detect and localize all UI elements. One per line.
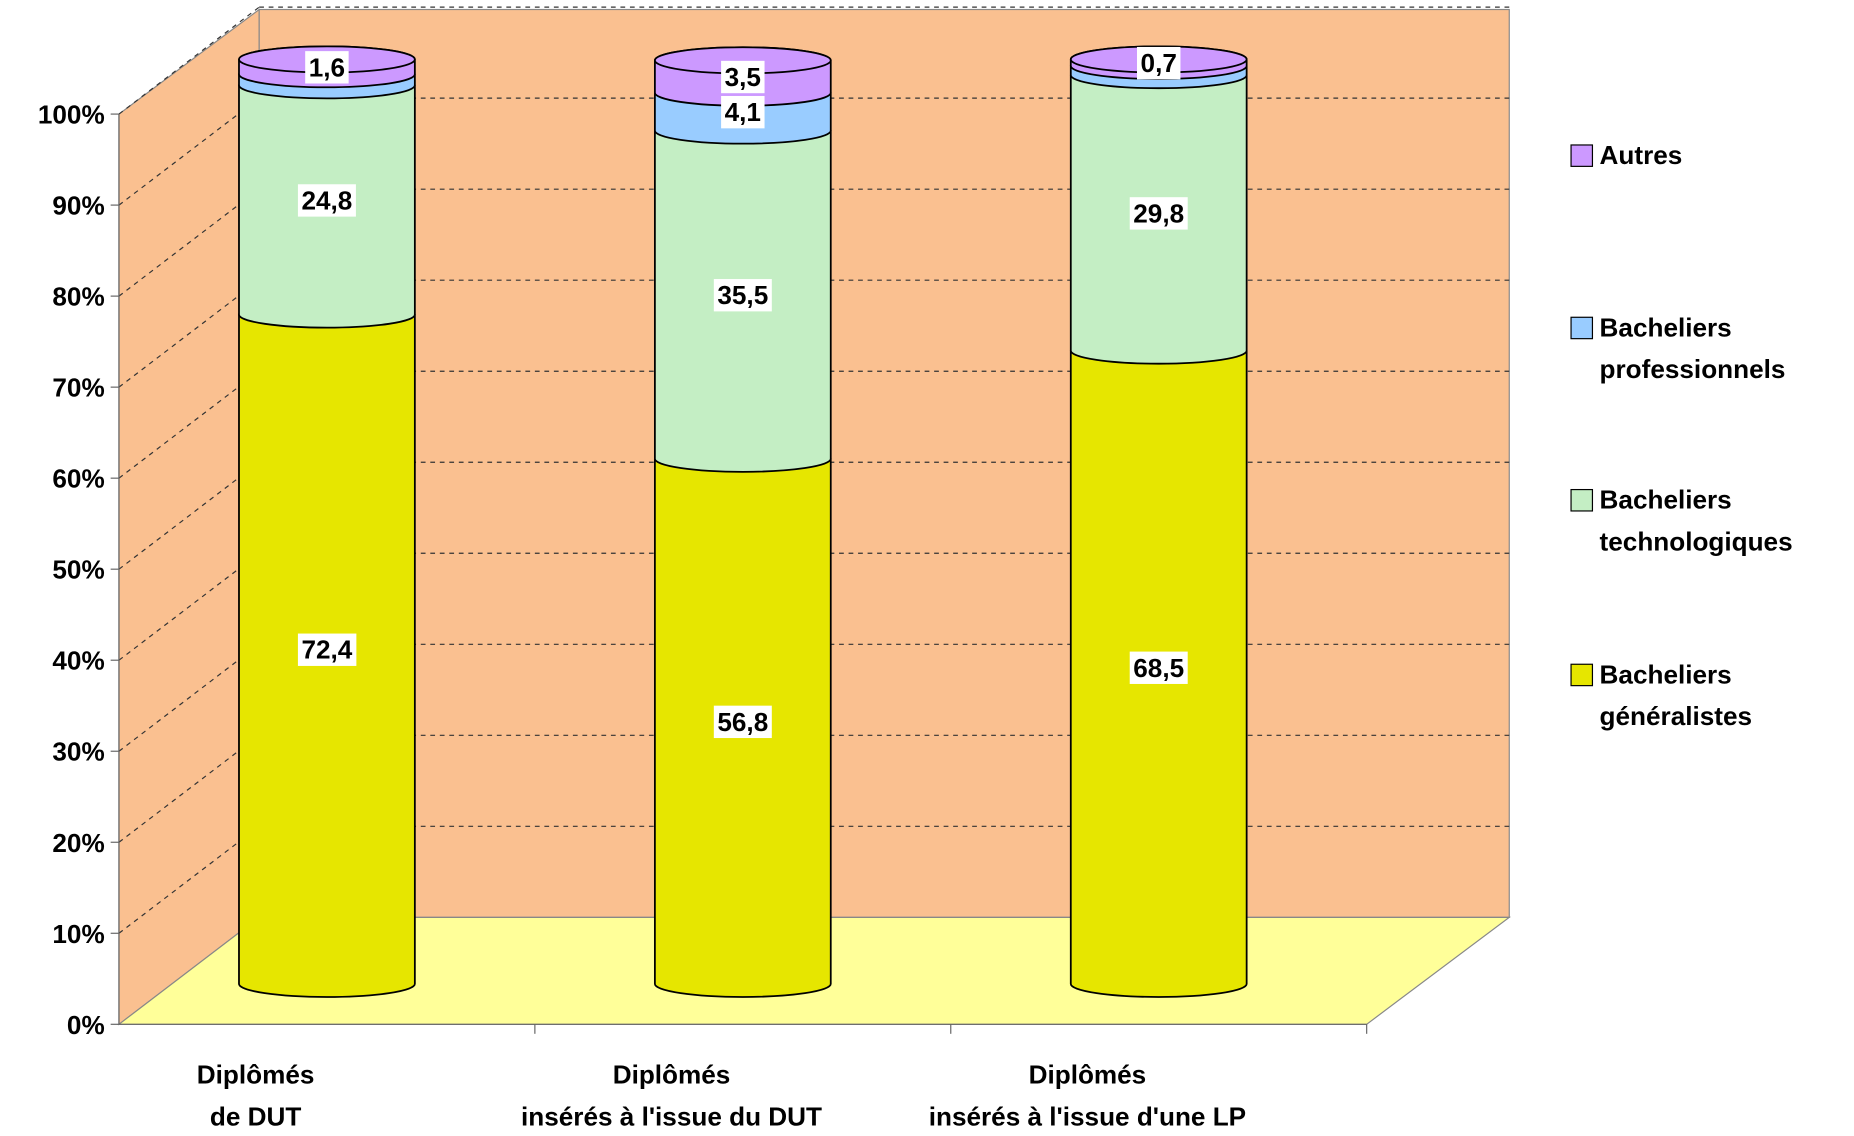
data-label: 56,8 bbox=[717, 707, 768, 737]
data-label-bg bbox=[713, 705, 772, 739]
back-wall bbox=[258, 8, 1510, 918]
data-label: 24,8 bbox=[301, 185, 352, 215]
legend-label: Autres bbox=[1600, 140, 1683, 170]
y-tick-label: 90% bbox=[52, 191, 104, 221]
data-label-bg bbox=[1129, 197, 1188, 230]
data-label-bg bbox=[721, 60, 765, 94]
x-tick-label: Diplômés insérés à l'issue du DUT bbox=[521, 1060, 822, 1132]
y-tick-label: 80% bbox=[52, 282, 104, 312]
data-label-bg bbox=[713, 279, 772, 312]
x-tick-label: Diplômés insérés à l'issue d'une LP bbox=[929, 1060, 1246, 1132]
x-tick-label: Diplômés de DUT bbox=[197, 1060, 315, 1132]
data-label: 0,7 bbox=[1141, 48, 1177, 78]
legend-swatch bbox=[1570, 488, 1594, 512]
grid-line bbox=[118, 461, 260, 570]
data-label: 1,6 bbox=[309, 52, 345, 82]
y-tick-label: 50% bbox=[52, 555, 104, 585]
y-tick-label: 20% bbox=[52, 828, 104, 858]
data-label: 68,5 bbox=[1133, 653, 1184, 683]
data-label: 35,5 bbox=[717, 280, 768, 310]
y-tick-label: 10% bbox=[52, 919, 104, 949]
data-label-bg bbox=[297, 633, 357, 666]
data-label-bg bbox=[305, 51, 349, 84]
legend-swatch bbox=[1570, 663, 1594, 687]
grid-line bbox=[118, 97, 260, 206]
data-label-bg bbox=[1136, 46, 1181, 80]
data-label: 29,8 bbox=[1133, 198, 1184, 228]
data-label: 3,5 bbox=[725, 62, 761, 92]
legend-label: Bacheliers technologiques bbox=[1600, 485, 1793, 557]
y-tick-label: 70% bbox=[52, 373, 104, 403]
data-label-bg bbox=[1129, 651, 1188, 684]
data-label-bg bbox=[721, 95, 765, 129]
y-tick-label: 100% bbox=[38, 100, 105, 130]
data-label-bg bbox=[297, 184, 356, 217]
data-label: 4,1 bbox=[725, 97, 761, 127]
data-label: 72,4 bbox=[301, 635, 352, 665]
legend-swatch bbox=[1570, 316, 1594, 340]
legend-label: Bacheliers généralistes bbox=[1600, 659, 1752, 731]
y-tick-label: 60% bbox=[52, 464, 104, 494]
y-tick-label: 0% bbox=[67, 1010, 105, 1040]
grid-line bbox=[118, 370, 260, 479]
y-tick-label: 40% bbox=[52, 646, 104, 676]
grid-line bbox=[118, 552, 260, 661]
grid-line bbox=[118, 825, 260, 934]
legend-swatch bbox=[1570, 144, 1594, 167]
grid-line bbox=[118, 188, 260, 297]
grid-line bbox=[118, 279, 260, 388]
grid-line bbox=[118, 6, 260, 115]
y-tick-label: 30% bbox=[52, 737, 104, 767]
grid-line bbox=[118, 643, 260, 752]
legend-label: Bacheliers professionnels bbox=[1600, 312, 1786, 384]
grid-line bbox=[118, 734, 260, 843]
